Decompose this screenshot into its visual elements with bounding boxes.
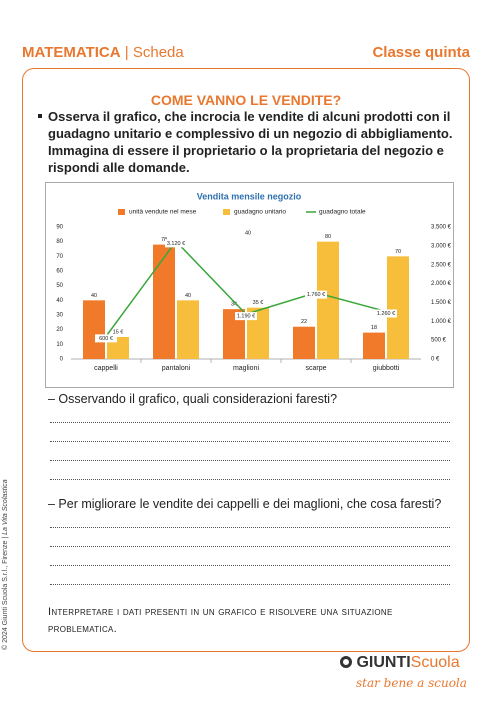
legend-swatch — [223, 209, 230, 215]
y-tick-label: 50 — [56, 283, 63, 289]
y-tick-label: 0 — [60, 357, 64, 363]
question: – Osservando il grafico, quali considera… — [48, 392, 338, 406]
y2-tick-label: 2.500 € — [431, 262, 452, 268]
y-tick-label: 30 — [56, 313, 63, 319]
value-label-box — [305, 290, 327, 299]
y-tick-label: 10 — [56, 342, 63, 348]
answer-line — [50, 546, 450, 547]
logo-mark — [340, 656, 352, 668]
y-tick-label: 60 — [56, 269, 63, 275]
value-label: 40 — [185, 293, 191, 299]
y2-tick-label: 3.500 € — [431, 225, 452, 231]
x-tick-label: cappelli — [94, 365, 118, 372]
bar — [363, 332, 385, 359]
bar — [387, 256, 409, 359]
value-label: 15 € — [113, 329, 124, 335]
answer-line — [50, 584, 450, 585]
value-label: 1.260 € — [377, 311, 395, 317]
chart-frame: Vendita mensile negozio 0 10 20 30 40 50 60 70 8… — [45, 182, 454, 388]
answer-line — [50, 422, 450, 423]
answer-line — [50, 479, 450, 480]
brand: GIUNTI — [356, 654, 411, 671]
legend-swatch — [118, 209, 125, 215]
y2-tick-label: 500 € — [431, 338, 447, 344]
grade: Classe quinta — [372, 44, 470, 61]
y-tick-label: 90 — [56, 225, 63, 231]
brand-sub: Scuola — [410, 654, 460, 671]
value-label: 80 — [325, 234, 331, 240]
annotation: 40 — [245, 230, 251, 236]
instruction: Osserva il grafico, che incrocia le vend… — [38, 109, 453, 175]
y2-tick-label: 1.000 € — [431, 319, 452, 325]
answer-line — [50, 460, 450, 461]
y2-tick-label: 2.000 € — [431, 281, 452, 287]
tagline: star bene a scuola — [356, 676, 467, 690]
sheet: Scheda — [132, 44, 184, 61]
bar — [317, 241, 339, 359]
copyright-text: © 2024 Giunti Scuola S.r.l., Firenze | — [2, 536, 9, 650]
value-label-box — [165, 239, 187, 248]
legend-label: guadagno unitario — [234, 209, 286, 216]
value-label: 34 — [231, 302, 237, 308]
value-label: 18 — [371, 325, 377, 331]
bar — [223, 309, 245, 359]
value-label: 3.120 € — [167, 241, 185, 247]
y-tick-label: 20 — [56, 327, 63, 333]
y-tick-label: 80 — [56, 239, 63, 245]
bar — [293, 326, 315, 359]
x-tick-label: pantaloni — [162, 365, 191, 372]
y2-tick-label: 3.000 € — [431, 243, 452, 249]
bar — [153, 244, 175, 359]
value-label: 70 — [395, 249, 401, 255]
y2-tick-label: 0 € — [431, 357, 440, 363]
value-label: 1.190 € — [237, 314, 255, 320]
subject: MATEMATICA — [22, 44, 121, 61]
answer-line — [50, 527, 450, 528]
value-label-box — [375, 309, 397, 318]
value-label: 1.760 € — [307, 292, 325, 298]
question: – Per migliorare le vendite dei cappelli… — [48, 497, 442, 511]
y-tick-label: 40 — [56, 298, 63, 304]
copyright: © 2024 Giunti Scuola S.r.l., Firenze | L… — [2, 479, 9, 650]
separator: | — [124, 44, 129, 61]
chart-title: Vendita mensile negozio — [197, 191, 302, 201]
header-left: MATEMATICA | Scheda — [22, 44, 184, 61]
bar — [107, 337, 129, 359]
y-tick-label: 70 — [56, 254, 63, 260]
title: COME VANNO LE VENDITE? — [150, 92, 342, 108]
logo: GIUNTIScuola — [340, 654, 460, 672]
value-label: 22 — [301, 319, 307, 325]
line — [105, 240, 387, 337]
bar — [247, 307, 269, 359]
chart: Vendita mensile negozio 0 10 20 30 40 50 60 70 8… — [56, 191, 452, 372]
value-label: 78 — [161, 237, 167, 243]
bar — [83, 300, 105, 359]
legend-label: guadagno totale — [319, 209, 366, 216]
y2-tick-label: 1.500 € — [431, 300, 452, 306]
x-tick-label: scarpe — [305, 365, 326, 372]
value-label: 600 € — [99, 336, 113, 342]
x-tick-label: maglioni — [233, 365, 260, 372]
bar — [177, 300, 199, 359]
value-label: 40 — [91, 293, 97, 299]
frame — [22, 68, 470, 652]
value-label: 35 € — [253, 300, 264, 306]
value-label-box — [235, 312, 257, 321]
value-label-box — [95, 334, 117, 343]
magazine: La Vita Scolastica — [2, 479, 9, 535]
x-tick-label: giubbotti — [373, 365, 400, 372]
objective: Interpretare i dati presenti in un grafi… — [48, 606, 393, 635]
answer-line — [50, 565, 450, 566]
answer-line — [50, 441, 450, 442]
legend-label: unità vendute nel mese — [129, 209, 197, 216]
